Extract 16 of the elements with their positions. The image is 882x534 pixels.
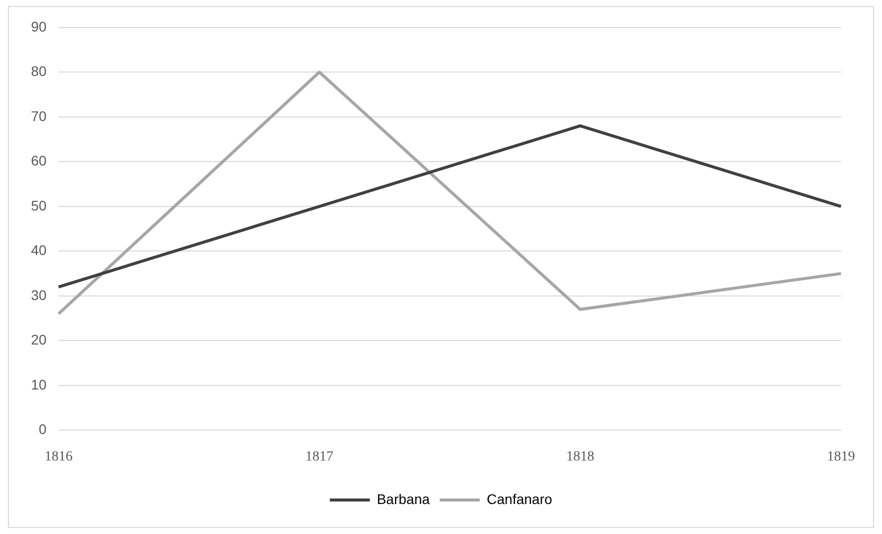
y-tick-label: 0 [38,421,47,438]
x-tick-label: 1817 [305,449,334,464]
x-tick-label: 1818 [566,449,594,464]
x-tick-label: 1816 [44,449,73,464]
legend-label: Barbana [376,490,430,507]
y-tick-label: 30 [30,286,47,303]
y-tick-label: 20 [30,332,47,348]
y-tick-label: 40 [30,242,47,258]
y-tick-label: 60 [30,152,47,169]
y-tick-label: 10 [30,376,47,392]
y-tick-label: 80 [30,63,47,80]
y-tick-label: 70 [30,108,47,124]
y-tick-label: 50 [30,197,47,214]
legend-label: Canfanaro [486,490,552,507]
y-tick-label: 90 [30,18,47,34]
x-tick-label: 1819 [827,449,855,464]
